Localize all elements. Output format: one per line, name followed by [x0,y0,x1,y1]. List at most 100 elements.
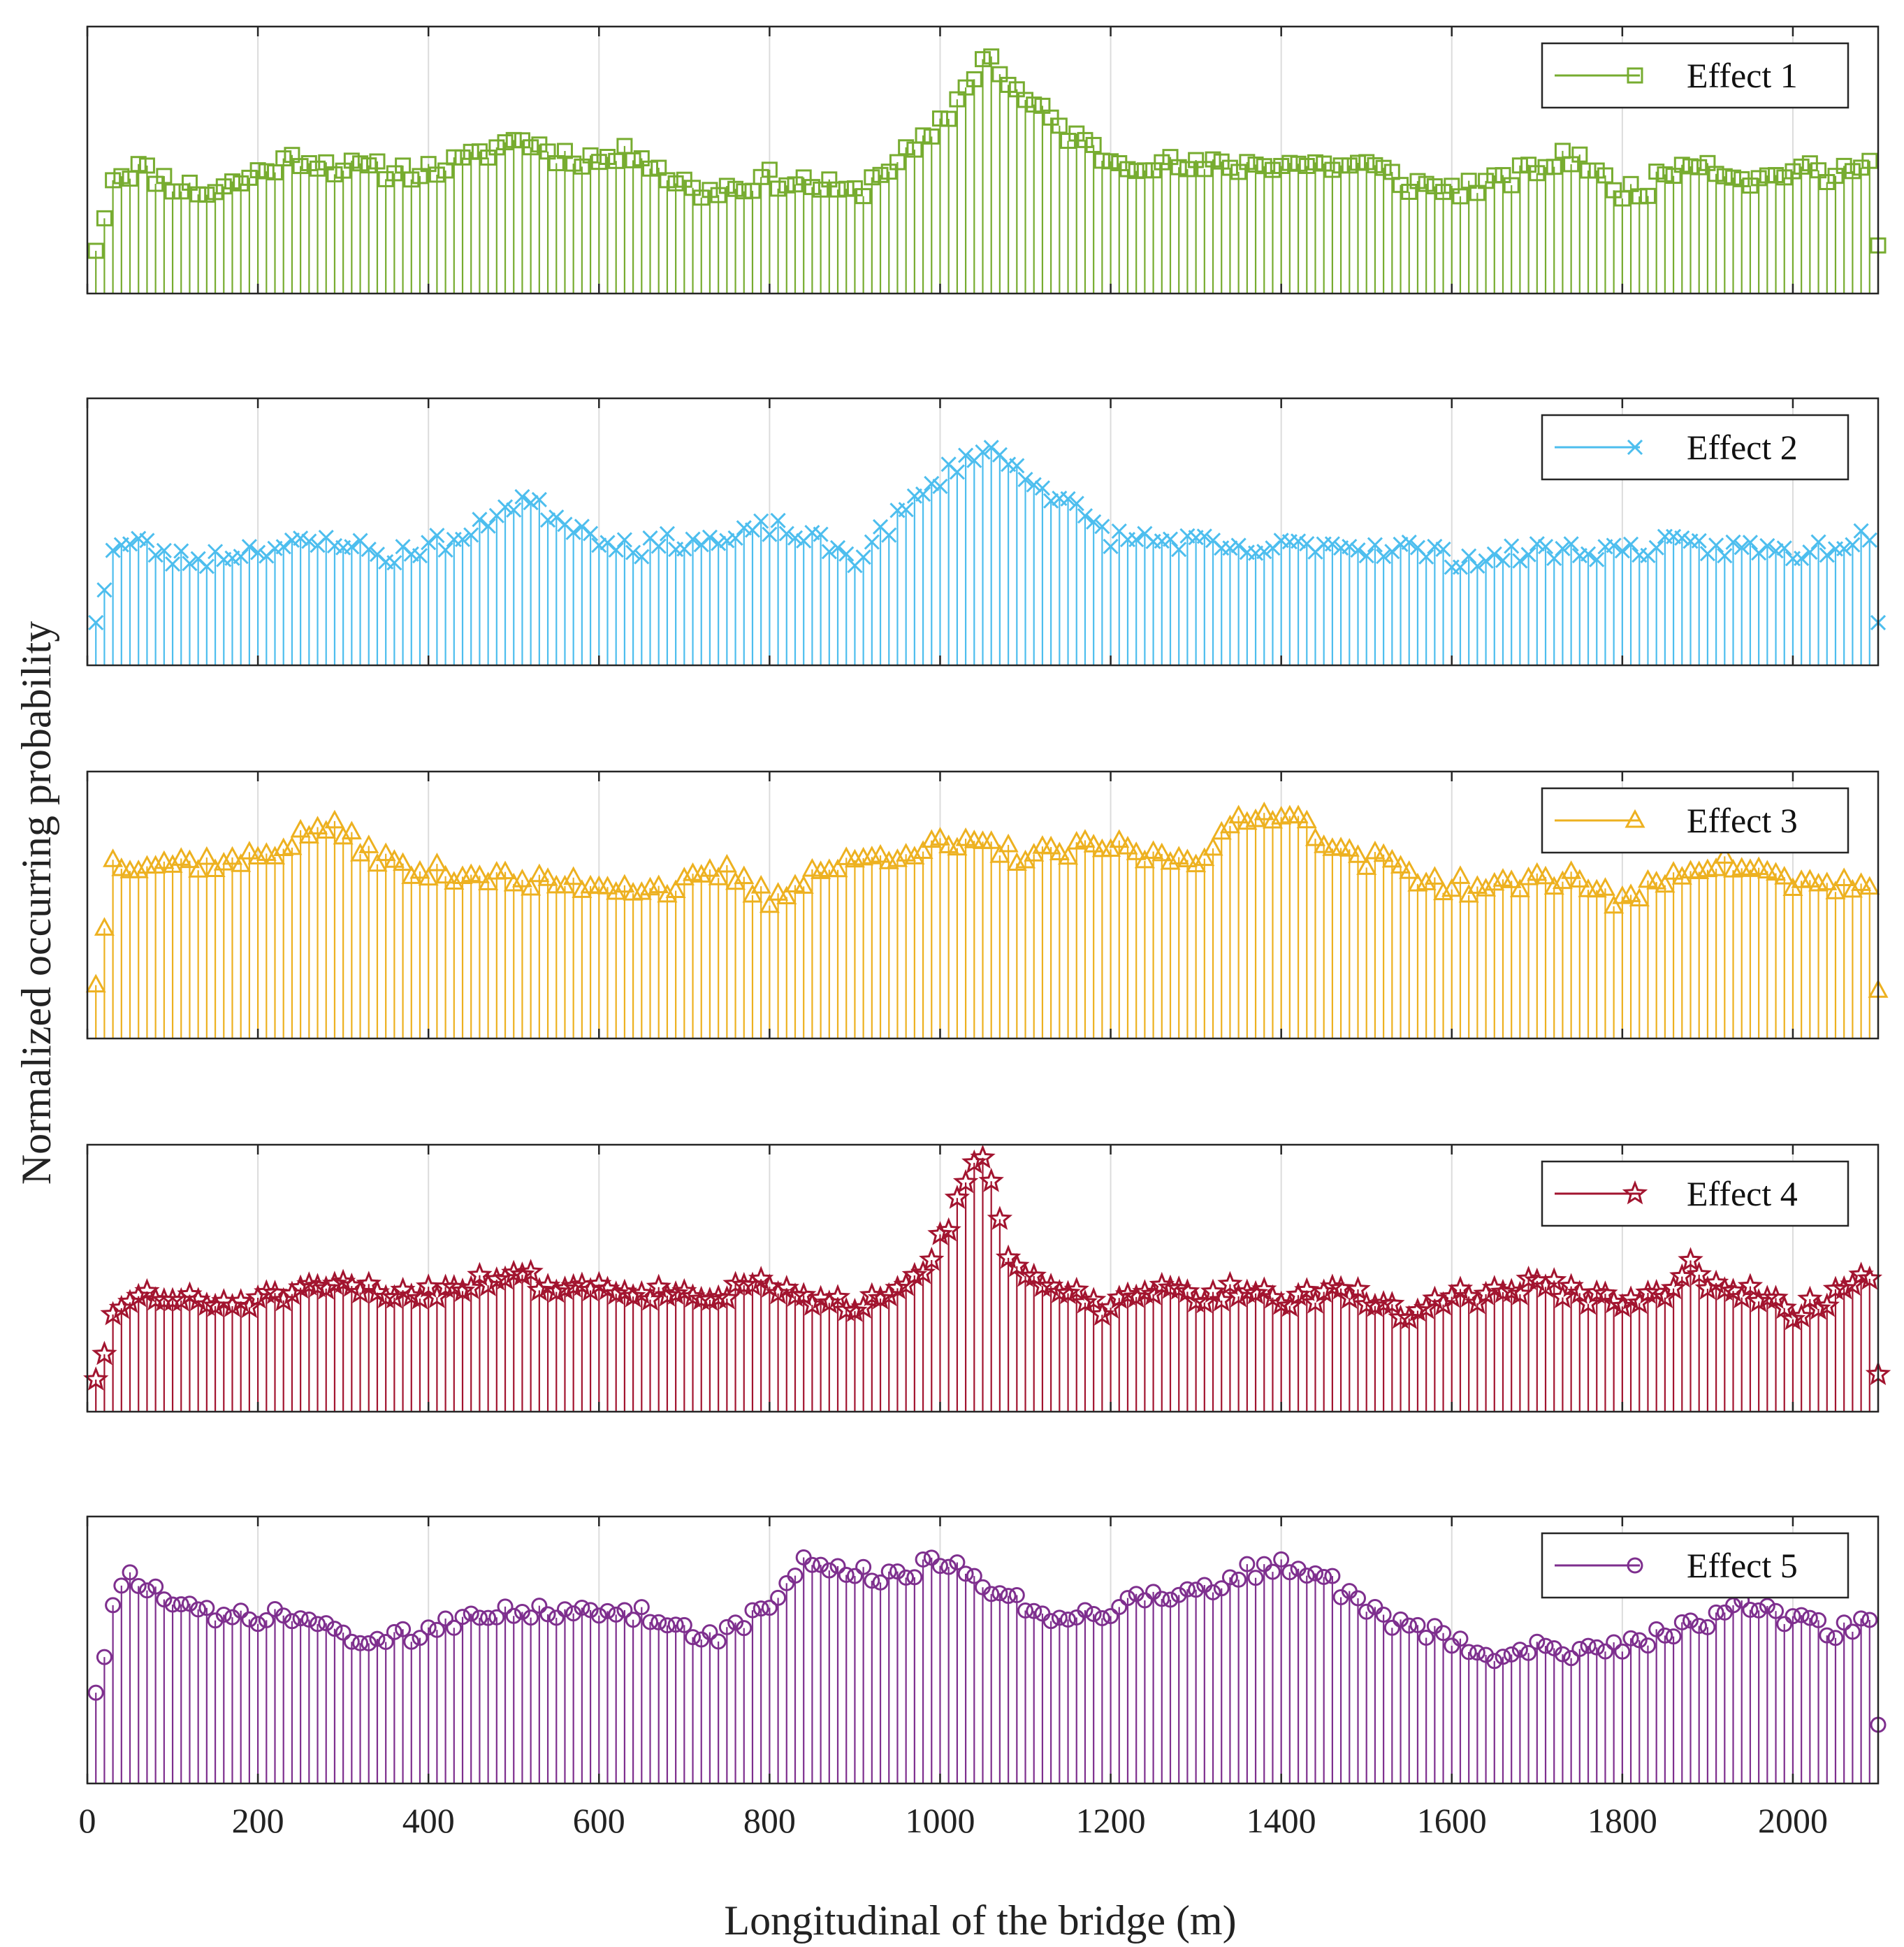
data-point-circle-marker [198,1600,215,1616]
data-point-square-marker [326,166,343,182]
data-point-square-marker [1281,154,1298,171]
data-point-triangle-marker [1186,853,1207,873]
data-point-circle-marker [804,1556,820,1573]
data-point-star-marker [1311,1278,1337,1303]
data-point-circle-marker [787,1568,804,1584]
data-point-circle-marker [130,1578,147,1595]
data-point-triangle-marker [1757,860,1778,878]
data-point-triangle-marker [913,840,933,860]
data-point-square-marker [633,150,650,167]
data-point-square-marker [1478,173,1495,189]
data-point-triangle-marker [196,846,217,865]
data-point-circle-marker [1119,1590,1136,1607]
data-point-triangle-marker [1569,869,1590,888]
data-point-square-marker [1511,157,1528,174]
data-point-x-marker [1068,495,1084,512]
data-point-triangle-marker [955,827,976,846]
data-point-star-marker [654,1282,681,1307]
data-point-square-marker [96,210,112,226]
data-point-triangle-marker [801,857,822,877]
data-point-circle-marker [1162,1591,1179,1608]
data-point-circle-marker [1103,1607,1119,1624]
axes-frame [86,1143,1880,1413]
data-point-square-marker [744,182,761,199]
data-point-triangle-marker [1006,852,1027,871]
data-point-circle-marker [855,1558,872,1575]
data-point-square-marker [1383,164,1400,180]
data-point-triangle-marker [426,853,447,871]
data-point-circle-marker [1844,1623,1861,1640]
data-point-star-marker [944,1185,971,1209]
data-point-star-marker [433,1273,458,1298]
data-point-triangle-marker [1646,871,1667,890]
data-point-square-marker [1290,155,1307,172]
data-point-x-marker [958,447,974,463]
data-point-square-marker [207,184,224,201]
data-point-square-marker [258,163,275,180]
data-point-x-marker [506,502,522,518]
data-point-circle-marker [395,1621,412,1637]
data-point-circle-marker [1170,1586,1187,1603]
data-point-star-marker [1789,1303,1815,1328]
data-point-circle-marker [599,1602,616,1619]
data-point-circle-marker [497,1598,514,1615]
legend-label: Effect 1 [1687,56,1798,95]
data-point-square-marker [651,159,667,176]
data-point-square-marker [889,154,906,171]
data-point-circle-marker [949,1554,966,1571]
data-point-triangle-marker [1561,860,1582,879]
data-point-x-marker [864,534,880,550]
data-point-star-marker [458,1275,484,1299]
data-point-square-marker [335,162,351,179]
data-point-circle-marker [207,1612,224,1629]
data-point-x-marker [881,527,897,543]
data-point-star-marker [731,1272,757,1296]
data-point-triangle-marker [1476,878,1497,897]
data-point-square-marker [1221,159,1238,176]
data-point-star-marker [117,1289,143,1313]
data-point-triangle-marker [1228,804,1249,824]
data-point-star-marker [279,1280,305,1305]
data-point-x-marker [164,556,181,572]
data-point-square-marker [1008,81,1025,98]
data-point-square-marker [915,127,931,144]
data-point-triangle-marker [896,843,917,862]
data-point-circle-marker [1017,1602,1034,1619]
data-point-circle-marker [872,1574,889,1591]
data-point-circle-marker [1537,1637,1554,1654]
data-point-star-marker [1217,1271,1243,1296]
data-point-square-marker [590,154,607,171]
data-point-triangle-marker [1604,895,1625,914]
data-point-circle-marker [1435,1625,1452,1642]
data-point-square-marker [1247,156,1264,173]
data-point-square-marker [1836,157,1852,174]
data-point-x-marker [634,549,650,565]
data-point-square-marker [403,171,420,188]
data-point-square-marker [625,152,641,168]
data-point-square-marker [599,148,616,165]
data-point-circle-marker [122,1564,138,1581]
data-point-circle-marker [1742,1602,1759,1619]
data-point-circle-marker [590,1607,607,1624]
data-point-triangle-marker [307,816,328,835]
data-point-triangle-marker [836,846,857,865]
data-point-triangle-marker [341,820,362,840]
data-point-square-marker [284,147,300,164]
data-point-circle-marker [488,1609,505,1626]
data-point-triangle-marker [1237,811,1258,830]
data-point-square-marker [1699,154,1716,171]
data-point-x-marker [539,512,556,528]
data-point-star-marker [1805,1295,1831,1320]
data-point-circle-marker [821,1562,838,1579]
data-point-square-marker [224,173,240,190]
data-point-star-marker [1822,1275,1849,1301]
data-point-triangle-marker [384,849,405,868]
data-point-x-marker [437,542,453,558]
data-point-triangle-marker [529,863,550,883]
data-point-x-marker [1009,458,1025,474]
data-point-x-marker [1512,553,1528,569]
data-point-square-marker [718,178,735,194]
data-point-triangle-marker [1365,840,1386,860]
data-point-square-marker [454,149,471,166]
data-point-square-marker [1145,162,1162,179]
